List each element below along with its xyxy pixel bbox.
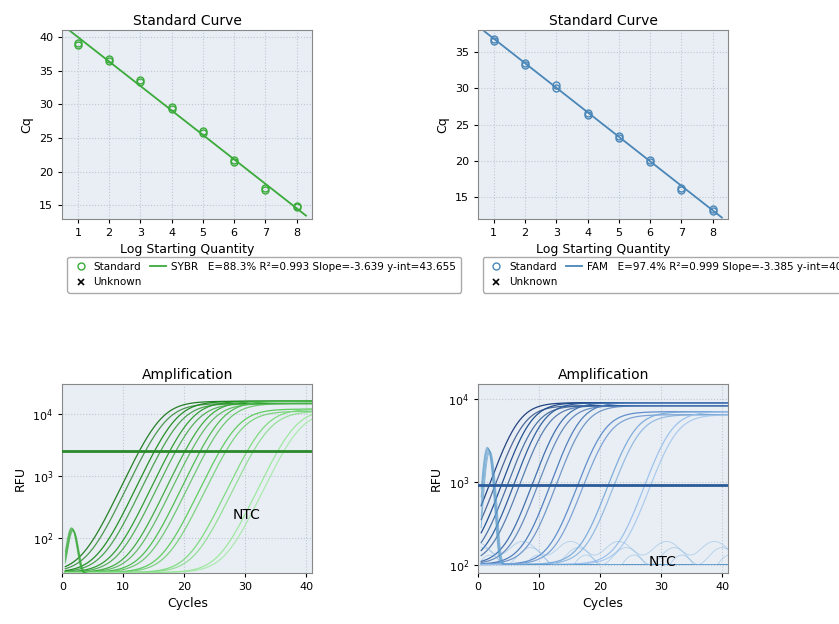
Text: NTC: NTC [649, 555, 677, 569]
X-axis label: Cycles: Cycles [167, 597, 208, 610]
Title: Standard Curve: Standard Curve [549, 14, 658, 28]
X-axis label: Log Starting Quantity: Log Starting Quantity [120, 243, 254, 256]
Y-axis label: Cq: Cq [436, 116, 450, 133]
Title: Standard Curve: Standard Curve [133, 14, 242, 28]
Y-axis label: Cq: Cq [21, 116, 34, 133]
Title: Amplification: Amplification [557, 368, 649, 382]
Legend: Standard, Unknown, FAM   E=97.4% R²=0.999 Slope=-3.385 y-int=40.247: Standard, Unknown, FAM E=97.4% R²=0.999 … [483, 257, 839, 293]
Title: Amplification: Amplification [142, 368, 233, 382]
Y-axis label: RFU: RFU [14, 466, 27, 491]
X-axis label: Log Starting Quantity: Log Starting Quantity [536, 243, 670, 256]
X-axis label: Cycles: Cycles [583, 597, 623, 610]
Y-axis label: RFU: RFU [430, 466, 443, 491]
Legend: Standard, Unknown, SYBR   E=88.3% R²=0.993 Slope=-3.639 y-int=43.655: Standard, Unknown, SYBR E=88.3% R²=0.993… [67, 257, 461, 293]
Text: NTC: NTC [233, 509, 261, 522]
